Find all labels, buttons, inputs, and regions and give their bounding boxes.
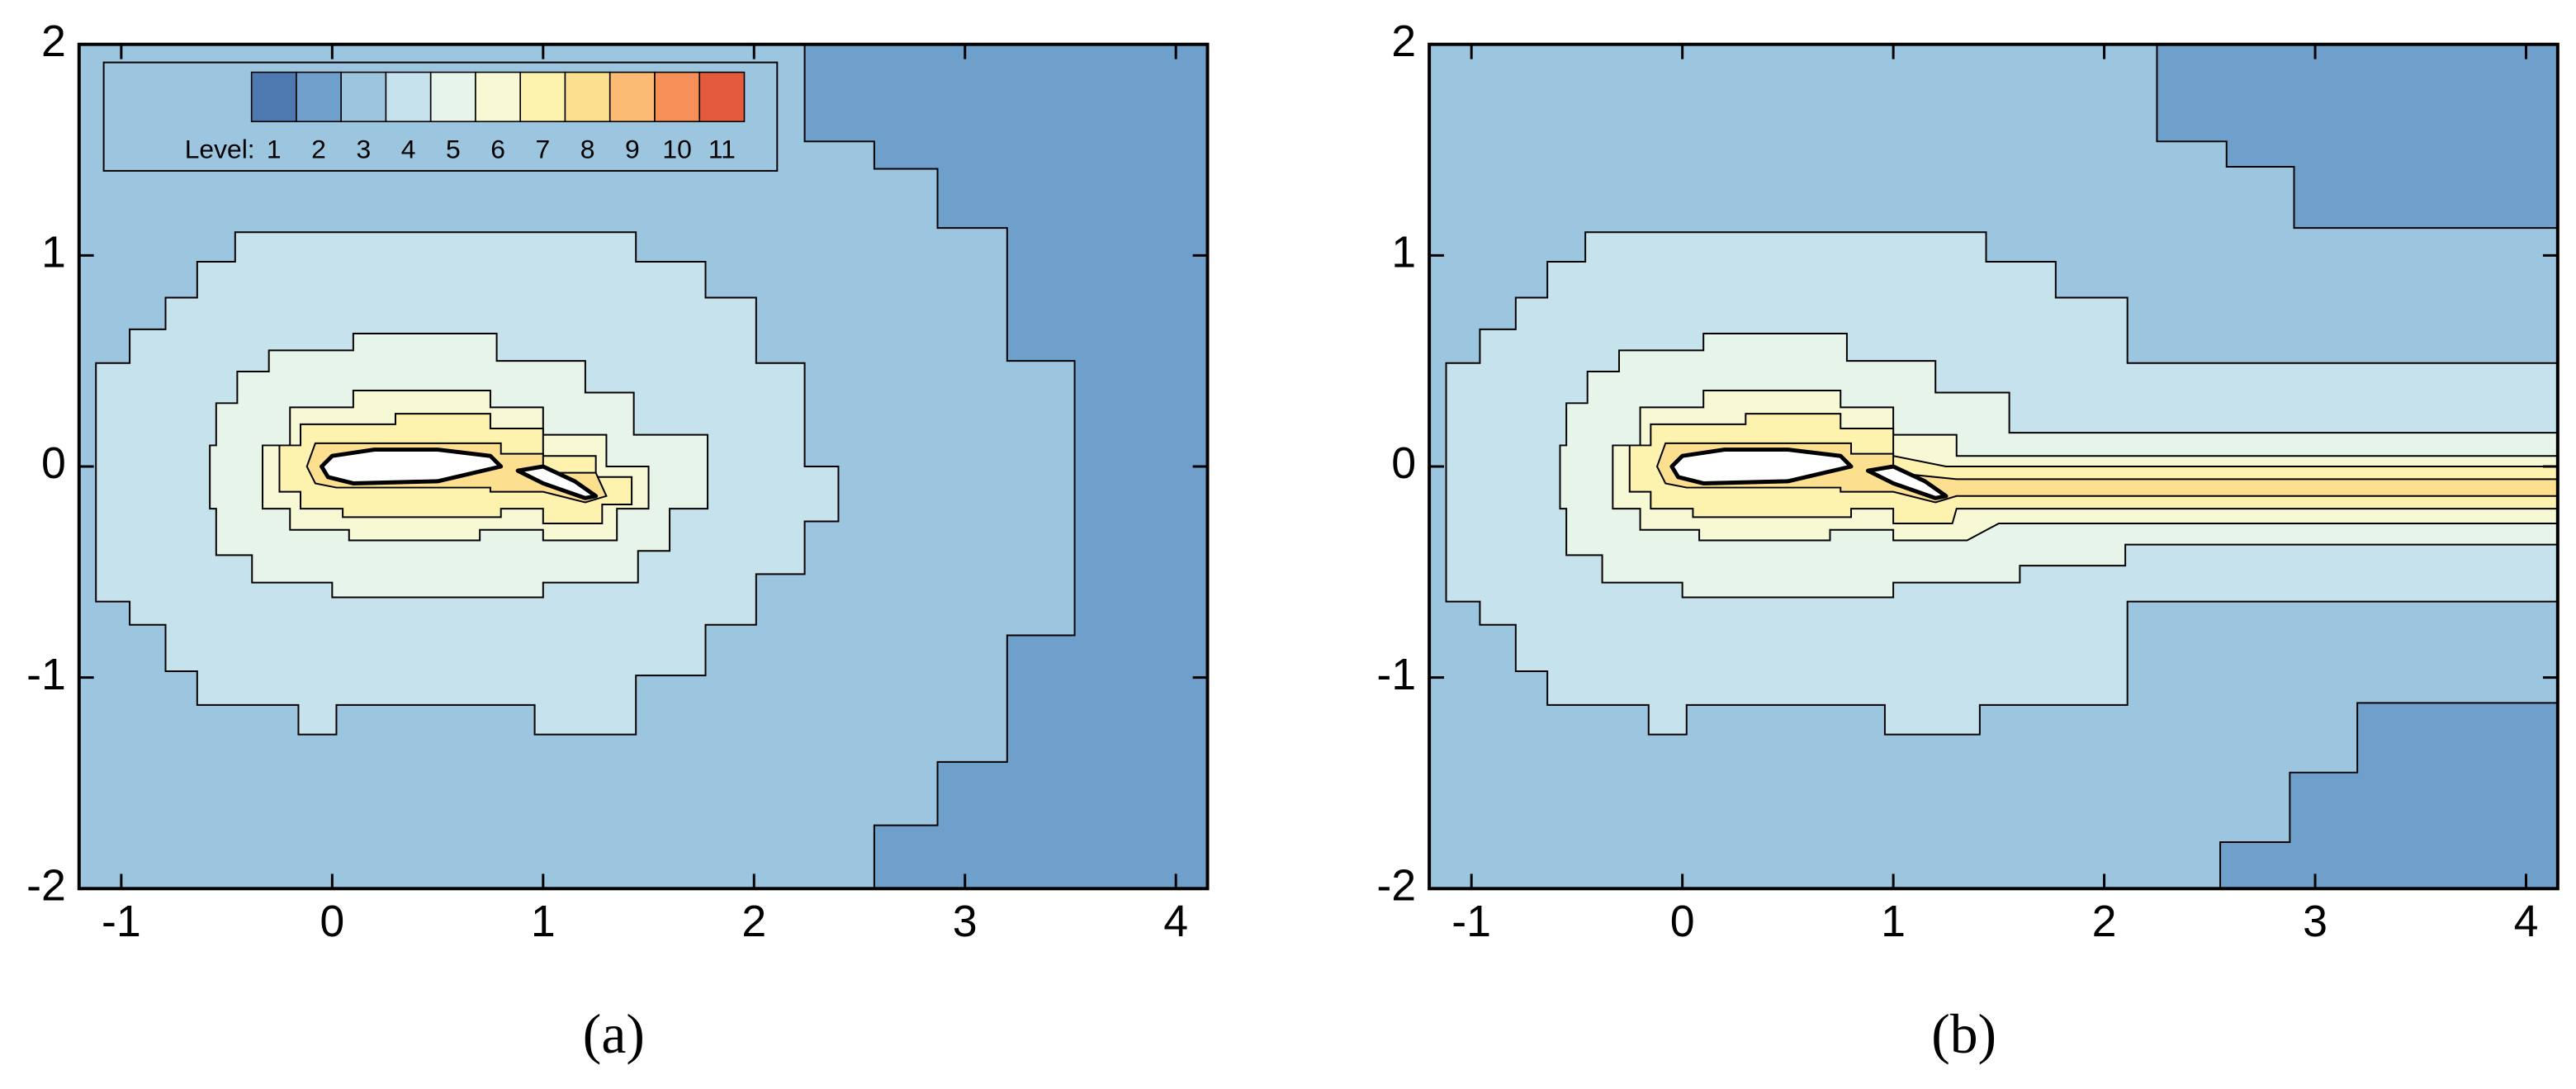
legend-label: 1	[267, 134, 282, 163]
contour-plot: -1 0 1 2 3 4 -2 -1 0 1 2 (b)	[1376, 17, 2559, 1065]
airfoil-element	[320, 447, 504, 485]
legend-label: 9	[625, 134, 640, 163]
legend-swatch	[654, 71, 701, 123]
x-tick-label: 4	[1163, 897, 1188, 946]
legend-swatch	[296, 71, 342, 123]
legend-label: 11	[708, 134, 736, 163]
legend-label: 8	[580, 134, 595, 163]
caption: (b)	[1931, 1003, 1996, 1065]
contour-region	[803, 44, 1208, 889]
y-tick-label: -2	[26, 860, 66, 910]
caption: (a)	[583, 1003, 645, 1065]
y-tick-label: -2	[1376, 860, 1416, 910]
y-tick-label: -1	[26, 650, 66, 699]
y-tick-label: 0	[1391, 438, 1416, 488]
x-tick-label: 0	[1670, 897, 1695, 946]
legend-swatch	[429, 71, 476, 123]
legend-swatch	[564, 71, 611, 123]
airfoil-element	[1669, 447, 1854, 485]
y-tick-label: 0	[41, 438, 66, 488]
legend-swatch	[519, 71, 566, 123]
x-tick-label: -1	[1451, 897, 1491, 946]
legend-label: 2	[311, 134, 326, 163]
x-tick-label: 2	[741, 897, 766, 946]
x-tick-label: 4	[2514, 897, 2539, 946]
legend-title: Level:	[185, 134, 255, 163]
legend-swatch	[385, 71, 432, 123]
legend-label: 3	[356, 134, 371, 163]
y-tick-label: 2	[1391, 17, 1416, 66]
contour-region	[2219, 702, 2558, 889]
legend-box	[102, 61, 779, 172]
legend-label: 6	[490, 134, 505, 163]
x-tick-label: 1	[1881, 897, 1906, 946]
airfoil-element	[1865, 464, 1949, 500]
x-tick-label: -1	[102, 897, 141, 946]
airfoil-element	[515, 464, 599, 500]
contour-region	[1655, 442, 2558, 504]
x-tick-label: 1	[531, 897, 556, 946]
legend-label: 10	[662, 134, 691, 163]
legend-swatch	[698, 71, 746, 123]
legend-swatch	[475, 71, 522, 123]
legend: Level: 1 2 3 4 5 6 7 8 9 10 11	[102, 61, 779, 172]
contour-region	[2156, 44, 2558, 230]
y-tick-label: 2	[41, 17, 66, 66]
legend-swatch	[608, 71, 656, 123]
x-tick-label: 2	[2092, 897, 2117, 946]
legend-label: 4	[401, 134, 416, 163]
y-tick-label: 1	[1391, 228, 1416, 277]
y-tick-label: -1	[1376, 650, 1416, 699]
plot-area	[1429, 44, 2558, 889]
x-tick-label: 3	[953, 897, 978, 946]
legend-swatch	[340, 71, 387, 123]
plot-area	[78, 44, 1208, 889]
legend-label: 5	[446, 134, 461, 163]
legend-swatch	[250, 71, 297, 123]
legend-label: 7	[535, 134, 550, 163]
x-tick-label: 3	[2303, 897, 2327, 946]
y-tick-label: 1	[41, 228, 66, 277]
x-tick-label: 0	[320, 897, 344, 946]
